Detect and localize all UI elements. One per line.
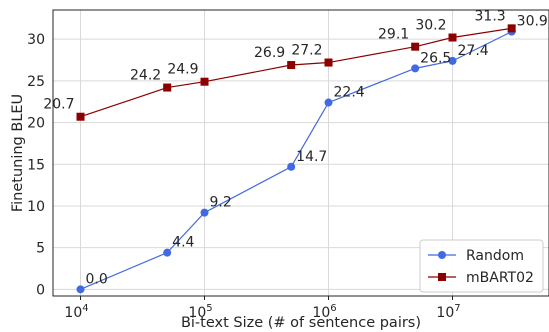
data-label: 14.7 <box>296 149 327 165</box>
data-point <box>448 56 457 65</box>
data-label: 24.2 <box>130 68 161 84</box>
series-mbart02 <box>76 24 516 121</box>
data-point <box>448 33 457 42</box>
data-label: 26.9 <box>254 45 285 61</box>
data-point <box>287 162 296 171</box>
legend-item-random: Random <box>428 248 524 264</box>
y-tick-label: 15 <box>27 157 45 173</box>
data-point <box>200 208 209 217</box>
data-label: 30.2 <box>415 18 446 34</box>
series-line <box>80 27 512 118</box>
series-random <box>76 27 516 294</box>
data-point <box>76 112 85 121</box>
legend-label: Random <box>466 248 524 264</box>
x-tick-label: 106 <box>312 303 336 321</box>
data-label: 0.0 <box>86 271 108 287</box>
y-tick-label: 25 <box>27 74 45 90</box>
series-line <box>80 31 512 290</box>
data-label: 9.2 <box>210 195 232 211</box>
y-tick-label: 0 <box>36 282 45 298</box>
y-tick-label: 30 <box>27 32 45 48</box>
data-point <box>411 42 420 51</box>
y-tick-label: 10 <box>27 199 45 215</box>
y-axis: 0 5 10 15 20 25 30 <box>27 32 45 298</box>
x-tick-label: 104 <box>64 303 88 321</box>
legend-label: mBART02 <box>466 270 534 286</box>
x-tick-label: 107 <box>436 303 460 321</box>
x-axis-title: Bi-text Size (# of sentence pairs) <box>181 315 421 331</box>
legend-marker <box>438 273 446 281</box>
data-point <box>411 64 420 73</box>
data-label: 26.5 <box>420 50 451 66</box>
legend-item-mbart02: mBART02 <box>428 270 534 286</box>
data-point <box>163 83 172 92</box>
data-label: 31.3 <box>475 8 506 24</box>
data-point <box>76 285 85 294</box>
y-tick-label: 5 <box>36 241 45 257</box>
data-label: 24.9 <box>167 62 198 78</box>
data-label: 27.2 <box>291 43 322 59</box>
series-layer <box>76 24 516 294</box>
data-point <box>324 98 333 107</box>
data-point <box>324 58 333 67</box>
data-point <box>200 77 209 86</box>
legend: Random mBART02 <box>419 239 544 293</box>
y-tick-label: 20 <box>27 116 45 132</box>
y-axis-title: Finetuning BLEU <box>10 94 26 212</box>
data-point <box>507 24 516 33</box>
data-label: 30.9 <box>517 14 548 30</box>
legend-box <box>419 239 544 293</box>
data-point <box>163 248 172 257</box>
data-label: 29.1 <box>378 27 409 43</box>
plot-frame <box>52 9 549 297</box>
data-label: 22.4 <box>334 85 365 101</box>
data-label: 20.7 <box>43 97 74 113</box>
legend-marker <box>438 251 446 259</box>
data-labels: 0.0 4.4 9.2 14.7 22.4 26.5 27.4 30.9 20.7 24.2 24.… <box>43 8 548 287</box>
data-label: 4.4 <box>172 235 194 251</box>
x-tick-label: 105 <box>188 303 212 321</box>
data-label: 27.4 <box>458 43 489 59</box>
data-point <box>287 61 296 70</box>
x-axis: 104 105 106 107 <box>64 296 461 321</box>
